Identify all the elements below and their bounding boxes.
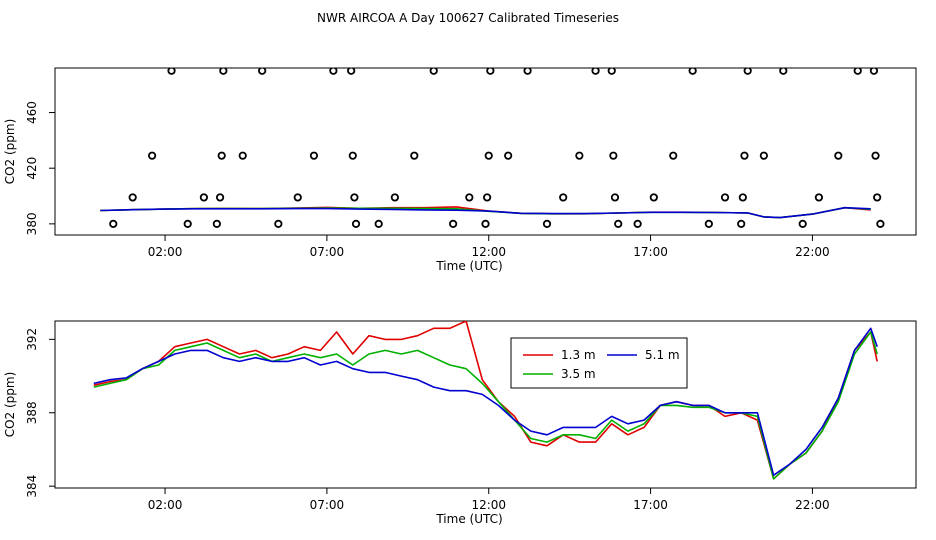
calibration-point bbox=[504, 151, 513, 160]
calibration-point bbox=[217, 151, 226, 160]
legend-label: 1.3 m bbox=[561, 348, 596, 362]
x-tick-label: 07:00 bbox=[310, 498, 345, 512]
calibration-point bbox=[484, 151, 493, 160]
calibration-point bbox=[738, 193, 747, 202]
calibration-point bbox=[759, 151, 768, 160]
calibration-point bbox=[148, 151, 157, 160]
calibration-point bbox=[109, 219, 118, 228]
calibration-point bbox=[834, 151, 843, 160]
calibration-point bbox=[309, 151, 319, 160]
calibration-point bbox=[215, 193, 225, 202]
y-axis-label: CO2 (ppm) bbox=[3, 372, 17, 438]
calibration-point bbox=[876, 219, 885, 228]
calibration-point bbox=[720, 193, 730, 202]
series-line-3-5-m bbox=[93, 331, 878, 480]
calibration-point bbox=[610, 193, 620, 202]
calibration-point bbox=[669, 151, 678, 160]
x-tick-label: 07:00 bbox=[310, 245, 345, 259]
calibration-point bbox=[199, 193, 208, 202]
calibration-point bbox=[465, 193, 474, 202]
calibration-point bbox=[486, 68, 495, 75]
y-axis-label: CO2 (ppm) bbox=[3, 119, 17, 185]
calibration-point bbox=[219, 68, 228, 75]
plot-frame bbox=[54, 67, 917, 236]
y-tick-label: 420 bbox=[25, 157, 39, 180]
x-tick-label: 17:00 bbox=[633, 498, 668, 512]
calibration-point bbox=[559, 193, 568, 202]
calibration-point bbox=[429, 68, 438, 75]
series-line-5-1-m bbox=[100, 206, 871, 219]
calibration-point bbox=[481, 219, 490, 228]
plot-frame bbox=[54, 320, 917, 489]
calibration-point bbox=[649, 193, 658, 202]
x-tick-label: 22:00 bbox=[795, 498, 830, 512]
calibration-point bbox=[212, 219, 221, 228]
x-axis-label: Time (UTC) bbox=[435, 512, 502, 526]
calibration-point bbox=[688, 68, 697, 75]
calibration-point bbox=[871, 151, 880, 160]
calibration-point bbox=[390, 193, 399, 202]
x-tick-label: 17:00 bbox=[633, 245, 668, 259]
x-tick-label: 02:00 bbox=[148, 245, 183, 259]
calibration-point bbox=[274, 219, 283, 228]
calibration-point bbox=[449, 219, 458, 228]
calibration-point bbox=[410, 151, 419, 160]
calibration-point bbox=[350, 193, 359, 202]
y-tick-label: 460 bbox=[25, 101, 39, 124]
legend: 1.3 m 3.5 m 5.1 m bbox=[510, 337, 688, 389]
calibration-point bbox=[128, 193, 137, 202]
calibration-point bbox=[614, 219, 623, 228]
calibration-point bbox=[575, 151, 584, 160]
calibration-point bbox=[740, 151, 749, 160]
calibration-point bbox=[869, 68, 879, 75]
calibration-point bbox=[347, 68, 356, 75]
legend-label: 3.5 m bbox=[561, 367, 596, 381]
x-tick-label: 22:00 bbox=[795, 245, 830, 259]
plot-area bbox=[100, 68, 885, 228]
bottom-panel: 02:00 07:00 12:00 17:00 22:00 Time (UTC) 384 38… bbox=[3, 320, 917, 526]
y-tick-label: 388 bbox=[25, 401, 39, 424]
calibration-point bbox=[483, 193, 492, 202]
y-tick-label: 392 bbox=[25, 328, 39, 351]
legend-frame bbox=[510, 337, 688, 389]
calibration-point bbox=[293, 193, 302, 202]
calibration-point bbox=[798, 219, 807, 228]
series-line-1-3-m bbox=[93, 321, 878, 480]
calibration-point bbox=[814, 193, 823, 202]
x-axis-label: Time (UTC) bbox=[435, 259, 502, 273]
x-tick-label: 02:00 bbox=[148, 498, 183, 512]
y-tick-label: 380 bbox=[25, 212, 39, 235]
calibration-point bbox=[351, 219, 361, 228]
calibration-point bbox=[704, 219, 713, 228]
top-panel: 02:00 07:00 12:00 17:00 22:00 Time (UTC) 380 42… bbox=[3, 67, 917, 273]
calibration-point bbox=[633, 219, 642, 228]
calibration-point bbox=[591, 68, 600, 75]
figure-title: NWR AIRCOA A Day 100627 Calibrated Times… bbox=[317, 11, 619, 25]
legend-label: 5.1 m bbox=[645, 348, 680, 362]
calibration-point bbox=[779, 68, 788, 75]
calibration-point bbox=[737, 219, 746, 228]
calibration-point bbox=[853, 68, 862, 75]
calibration-point bbox=[238, 151, 247, 160]
calibration-point bbox=[523, 68, 532, 75]
x-tick-label: 12:00 bbox=[471, 245, 506, 259]
series-line-5-1-m bbox=[93, 327, 878, 477]
calibration-point bbox=[873, 193, 882, 202]
calibration-point bbox=[374, 219, 383, 228]
calibration-point bbox=[258, 68, 267, 75]
x-tick-label: 12:00 bbox=[471, 498, 506, 512]
calibration-point bbox=[167, 68, 176, 75]
calibration-point bbox=[542, 219, 552, 228]
plot-area bbox=[93, 321, 878, 480]
calibration-point bbox=[329, 68, 338, 75]
calibration-point bbox=[348, 151, 357, 160]
calibration-point bbox=[743, 68, 752, 75]
calibration-point bbox=[183, 219, 192, 228]
calibration-point bbox=[609, 151, 618, 160]
calibration-point bbox=[607, 68, 616, 75]
y-tick-label: 384 bbox=[25, 475, 39, 498]
